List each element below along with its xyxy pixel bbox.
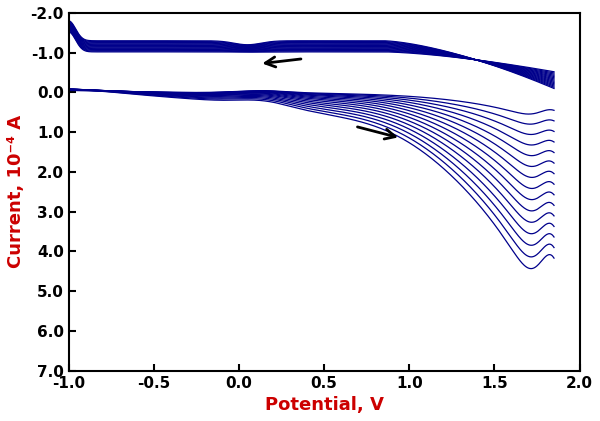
X-axis label: Potential, V: Potential, V (265, 396, 383, 414)
Y-axis label: Current, 10⁻⁴ A: Current, 10⁻⁴ A (7, 115, 25, 268)
